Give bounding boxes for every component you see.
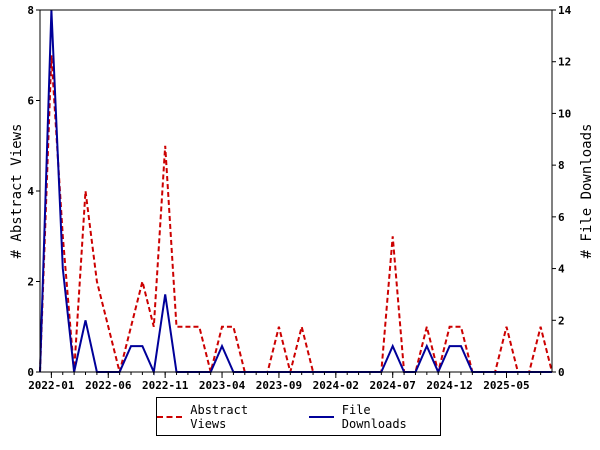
x-tick-label: 2024-07 (370, 379, 416, 392)
series-line-file-downloads (39, 9, 552, 376)
x-tick-label: 2023-04 (199, 379, 246, 392)
legend-label-abstract-views: Abstract Views (190, 402, 249, 431)
y-axis-title: # Abstract Views (9, 124, 25, 259)
y2-tick-label: 10 (558, 107, 571, 120)
y2-tick-label: 8 (558, 159, 565, 172)
x-tick-label: 2025-05 (483, 379, 529, 392)
y2-tick-label: 2 (558, 314, 565, 327)
legend-entry-file-downloads: File Downloads (308, 402, 441, 431)
y-tick-label: 4 (27, 185, 34, 198)
x-tick-label: 2022-01 (28, 379, 75, 392)
x-tick-label: 2024-02 (313, 379, 359, 392)
y-tick-label: 0 (27, 366, 34, 379)
legend-label-file-downloads: File Downloads (341, 402, 407, 431)
legend-entry-abstract-views: Abstract Views (157, 403, 289, 431)
y-tick-label: 8 (27, 4, 34, 17)
y-tick-label: 2 (27, 276, 34, 289)
x-tick-label: 2022-11 (142, 379, 189, 392)
legend: Abstract Views File Downloads (156, 397, 441, 436)
y2-axis-title: # File Downloads (579, 124, 595, 259)
plot-area-frame (39, 9, 553, 373)
y2-tick-label: 12 (558, 56, 571, 69)
y2-tick-label: 6 (558, 211, 565, 224)
y2-tick-label: 0 (558, 366, 565, 379)
axes-group: 0 2 4 6 8 0 2 4 6 8 10 12 14 2022-01 2022-06 2022-11 202… (27, 4, 571, 392)
x-tick-label: 2023-09 (256, 379, 302, 392)
x-tick-label: 2022-06 (85, 379, 132, 392)
y-tick-label: 6 (27, 95, 34, 108)
legend-swatch-file-downloads (308, 415, 334, 418)
legend-swatch-abstract-views (157, 415, 183, 418)
y2-tick-label: 14 (558, 4, 572, 17)
series-line-abstract-views (39, 55, 553, 373)
series-group (39, 9, 553, 376)
y2-tick-label: 4 (558, 263, 565, 276)
x-tick-label: 2024-12 (426, 379, 472, 392)
